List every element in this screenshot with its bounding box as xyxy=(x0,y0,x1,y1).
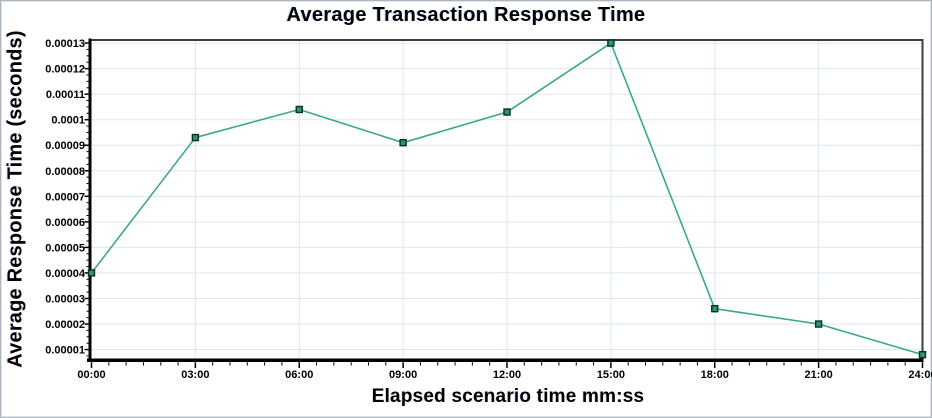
x-tick-label: 15:00 xyxy=(597,369,625,381)
y-tick-label: 0.00013 xyxy=(45,38,85,50)
y-tick-label: 0.00007 xyxy=(45,191,85,203)
y-axis-title: Average Response Time (seconds) xyxy=(4,30,27,368)
x-tick-label: 06:00 xyxy=(285,369,313,381)
y-tick-label: 0.00003 xyxy=(45,293,85,305)
data-point-marker xyxy=(607,39,615,47)
x-tick-label: 21:00 xyxy=(805,369,833,381)
data-point-marker xyxy=(918,350,927,359)
y-tick-label: 0.00012 xyxy=(45,64,85,76)
x-tick-label: 00:00 xyxy=(77,369,105,381)
y-tick-label: 0.00006 xyxy=(45,217,85,229)
data-point-marker xyxy=(711,304,719,313)
y-tick-label: 0.00011 xyxy=(46,89,85,101)
data-point-marker xyxy=(87,269,96,277)
data-point-marker xyxy=(503,108,511,116)
y-tick-label: 0.0001 xyxy=(51,115,85,127)
data-point-marker xyxy=(295,105,303,114)
y-tick-label: 0.00001 xyxy=(45,345,85,357)
x-tick-label: 24:00 xyxy=(908,369,932,381)
y-tick-label: 0.00005 xyxy=(45,242,85,254)
y-tick-label: 0.00004 xyxy=(45,268,86,280)
x-tick-label: 03:00 xyxy=(181,369,209,381)
x-tick-label: 18:00 xyxy=(701,369,729,381)
x-tick-label: 09:00 xyxy=(389,369,417,381)
chart-title: Average Transaction Response Time xyxy=(286,4,646,26)
data-point-marker xyxy=(191,133,200,142)
y-tick-label: 0.00008 xyxy=(45,166,85,178)
data-point-marker xyxy=(399,138,407,147)
y-tick-label: 0.00009 xyxy=(45,140,85,152)
x-tick-label: 12:00 xyxy=(493,369,521,381)
data-point-marker xyxy=(814,320,823,328)
x-axis-title: Elapsed scenario time mm:ss xyxy=(371,386,645,407)
y-tick-label: 0.00002 xyxy=(45,319,85,331)
